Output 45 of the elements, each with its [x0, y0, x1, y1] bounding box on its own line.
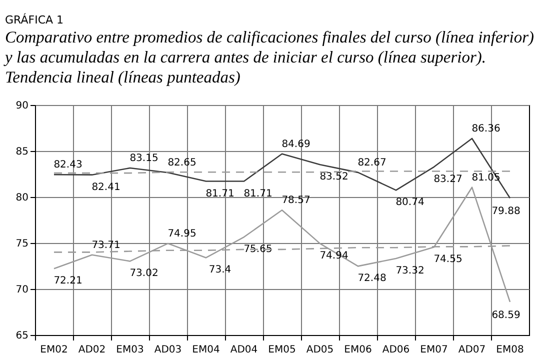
data-label: 78.57 [282, 195, 310, 206]
data-label: 83.52 [320, 172, 348, 183]
x-tick-label: EM08 [496, 344, 524, 356]
y-tick-label: 80 [16, 192, 28, 204]
data-label: 74.94 [320, 250, 348, 262]
x-tick-label: EM05 [268, 344, 296, 356]
x-tick-label: AD07 [458, 344, 486, 356]
chart-subtitle: Comparativo entre promedios de calificaciones finales del curso (línea inferior) y las acumuladas en la carrera antes de iniciar el curso (línea superior). Tendencia lineal (líneas punteadas) [3, 28, 534, 86]
data-label: 82.65 [168, 158, 196, 169]
x-tick-label: AD06 [382, 344, 410, 356]
x-tick-label: AD04 [230, 344, 258, 356]
data-label: 83.15 [130, 153, 158, 164]
y-tick-label: 90 [16, 100, 28, 112]
x-tick-label: AD03 [154, 344, 182, 356]
x-tick-label: EM02 [40, 344, 68, 356]
y-tick-label: 85 [16, 146, 28, 158]
data-label: 84.69 [282, 138, 310, 150]
data-label: 81.71 [206, 188, 234, 200]
data-label: 82.67 [358, 157, 386, 168]
data-label: 72.21 [54, 276, 82, 287]
data-label: 73.32 [396, 265, 424, 276]
x-tick-label: AD05 [306, 344, 334, 356]
data-label: 80.74 [396, 197, 424, 208]
x-tick-label: EM06 [344, 344, 372, 356]
x-tick-label: EM04 [192, 344, 220, 356]
y-tick-label: 75 [16, 238, 28, 250]
x-tick-label: AD02 [78, 344, 106, 356]
data-label: 74.95 [168, 228, 196, 240]
data-label: 82.41 [92, 182, 120, 193]
data-label: 73.4 [208, 264, 232, 276]
data-label: 73.71 [92, 240, 120, 251]
data-label: 72.48 [358, 273, 386, 284]
y-tick-label: 70 [16, 284, 28, 296]
data-label: 86.36 [472, 123, 500, 134]
y-tick-label: 65 [16, 330, 28, 342]
x-tick-label: EM07 [420, 344, 448, 356]
data-label: 79.88 [492, 206, 520, 218]
data-label: 74.55 [434, 254, 462, 266]
data-label: 73.02 [130, 268, 158, 280]
data-label: 68.59 [492, 310, 520, 321]
data-label: 83.27 [434, 174, 462, 185]
data-label: 82.43 [54, 160, 82, 171]
x-tick-label: EM03 [116, 344, 144, 356]
data-label: 81.71 [244, 188, 272, 200]
chart-title: GRÁFICA 1 [5, 12, 64, 26]
